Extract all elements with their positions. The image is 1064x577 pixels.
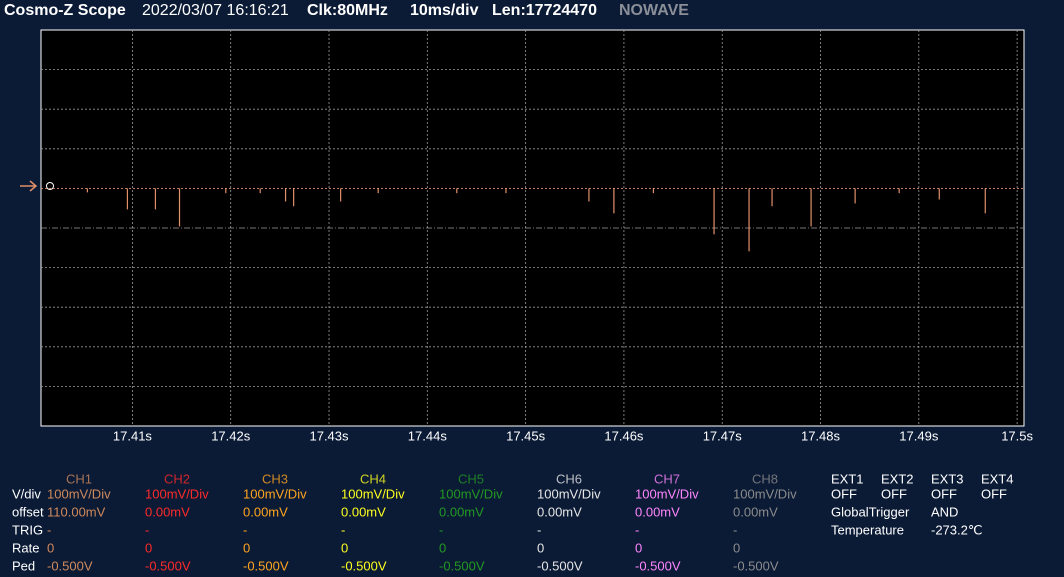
ext-name: EXT2	[881, 471, 914, 486]
ext-name: EXT4	[981, 471, 1014, 486]
app-title: Cosmo-Z Scope	[4, 2, 126, 19]
channel-trig: -	[243, 522, 247, 537]
channel-rate: 0	[145, 540, 152, 555]
channel-name: CH3	[262, 471, 288, 486]
length: Len:17724470	[492, 2, 597, 19]
date: 2022/03/07 16:16:21	[142, 2, 289, 19]
row-label: Rate	[12, 540, 39, 555]
channel-rate: 0	[47, 540, 54, 555]
channel-name: CH1	[66, 471, 92, 486]
row-label: offset	[12, 504, 44, 519]
channel-offset: 110.00mV	[47, 504, 106, 519]
channel-ped: -0.500V	[145, 558, 191, 573]
status: NOWAVE	[619, 2, 689, 19]
channel-ped: -0.500V	[243, 558, 289, 573]
channel-rate: 0	[341, 540, 348, 555]
channel-name: CH7	[654, 471, 680, 486]
channel-rate: 0	[537, 540, 544, 555]
grid: 17.41s 17.42s 17.43s 17.44s 17.45s 17.46s 17.4…	[41, 30, 1034, 443]
channel-ped: -0.500V	[439, 558, 485, 573]
channel-vdiv: 100mV/Div	[341, 486, 405, 501]
channel-vdiv: 100mV/Div	[733, 486, 797, 501]
trigger-level-arrow	[20, 180, 38, 192]
channel-vdiv: 100mV/Div	[243, 486, 307, 501]
channel-rate: 0	[635, 540, 642, 555]
channel-offset: 0.00mV	[439, 504, 484, 519]
channel-vdiv: 100mV/Div	[145, 486, 209, 501]
channel-name: CH5	[458, 471, 484, 486]
channel-rate: 0	[439, 540, 446, 555]
global-trigger-label: GlobalTrigger	[831, 504, 910, 519]
row-label: V/div	[12, 486, 41, 501]
timebase: 10ms/div	[410, 2, 479, 19]
x-tick-label: 17.41s	[113, 428, 153, 443]
channel-ped: -0.500V	[733, 558, 779, 573]
channel-vdiv: 100mV/Div	[635, 486, 699, 501]
channel-name: CH2	[164, 471, 190, 486]
ext-name: EXT1	[831, 471, 864, 486]
channel-trig: -	[47, 522, 51, 537]
trigger-point	[46, 182, 54, 190]
ext-name: EXT3	[931, 471, 964, 486]
x-tick-label: 17.44s	[408, 428, 448, 443]
channel-offset: 0.00mV	[537, 504, 582, 519]
channel-trig: -	[635, 522, 639, 537]
channel-ped: -0.500V	[537, 558, 583, 573]
x-tick-label: 17.5s	[1001, 428, 1033, 443]
channel-trig: -	[145, 522, 149, 537]
clock: Clk:80MHz	[307, 2, 388, 19]
x-tick-label: 17.45s	[506, 428, 546, 443]
channel-trig: -	[733, 522, 737, 537]
channel-name: CH8	[752, 471, 778, 486]
channel-name: CH4	[360, 471, 386, 486]
channel-trig: -	[341, 522, 345, 537]
channel-rate: 0	[243, 540, 250, 555]
channel-name: CH6	[556, 471, 582, 486]
channel-trig: -	[439, 522, 443, 537]
ext-state: OFF	[931, 486, 957, 501]
x-tick-label: 17.48s	[801, 428, 841, 443]
channel-ped: -0.500V	[635, 558, 681, 573]
ext-state: OFF	[981, 486, 1007, 501]
channel-ped: -0.500V	[341, 558, 387, 573]
channel-vdiv: 100mV/Div	[47, 486, 111, 501]
channel-rate: 0	[733, 540, 740, 555]
x-tick-label: 17.47s	[703, 428, 743, 443]
channel-trig: -	[537, 522, 541, 537]
global-trigger: AND	[931, 504, 958, 519]
temperature: -273.2℃	[931, 522, 982, 537]
channel-vdiv: 100mV/Div	[439, 486, 503, 501]
channel-offset: 0.00mV	[243, 504, 288, 519]
channel-offset: 0.00mV	[635, 504, 680, 519]
x-tick-label: 17.42s	[211, 428, 251, 443]
channel-vdiv: 100mV/Div	[537, 486, 601, 501]
channel-offset: 0.00mV	[733, 504, 778, 519]
channel-offset: 0.00mV	[341, 504, 386, 519]
channel-panel: V/divoffsetTRIGRatePedCH1100mV/Div110.00…	[12, 471, 1014, 573]
temperature-label: Temperature	[831, 522, 904, 537]
waveform	[41, 187, 1024, 252]
channel-ped: -0.500V	[47, 558, 93, 573]
ext-state: OFF	[881, 486, 907, 501]
row-label: Ped	[12, 558, 35, 573]
channel-offset: 0.00mV	[145, 504, 190, 519]
x-tick-label: 17.46s	[604, 428, 644, 443]
x-tick-label: 17.49s	[899, 428, 939, 443]
ext-state: OFF	[831, 486, 857, 501]
row-label: TRIG	[12, 522, 43, 537]
x-tick-label: 17.43s	[309, 428, 349, 443]
